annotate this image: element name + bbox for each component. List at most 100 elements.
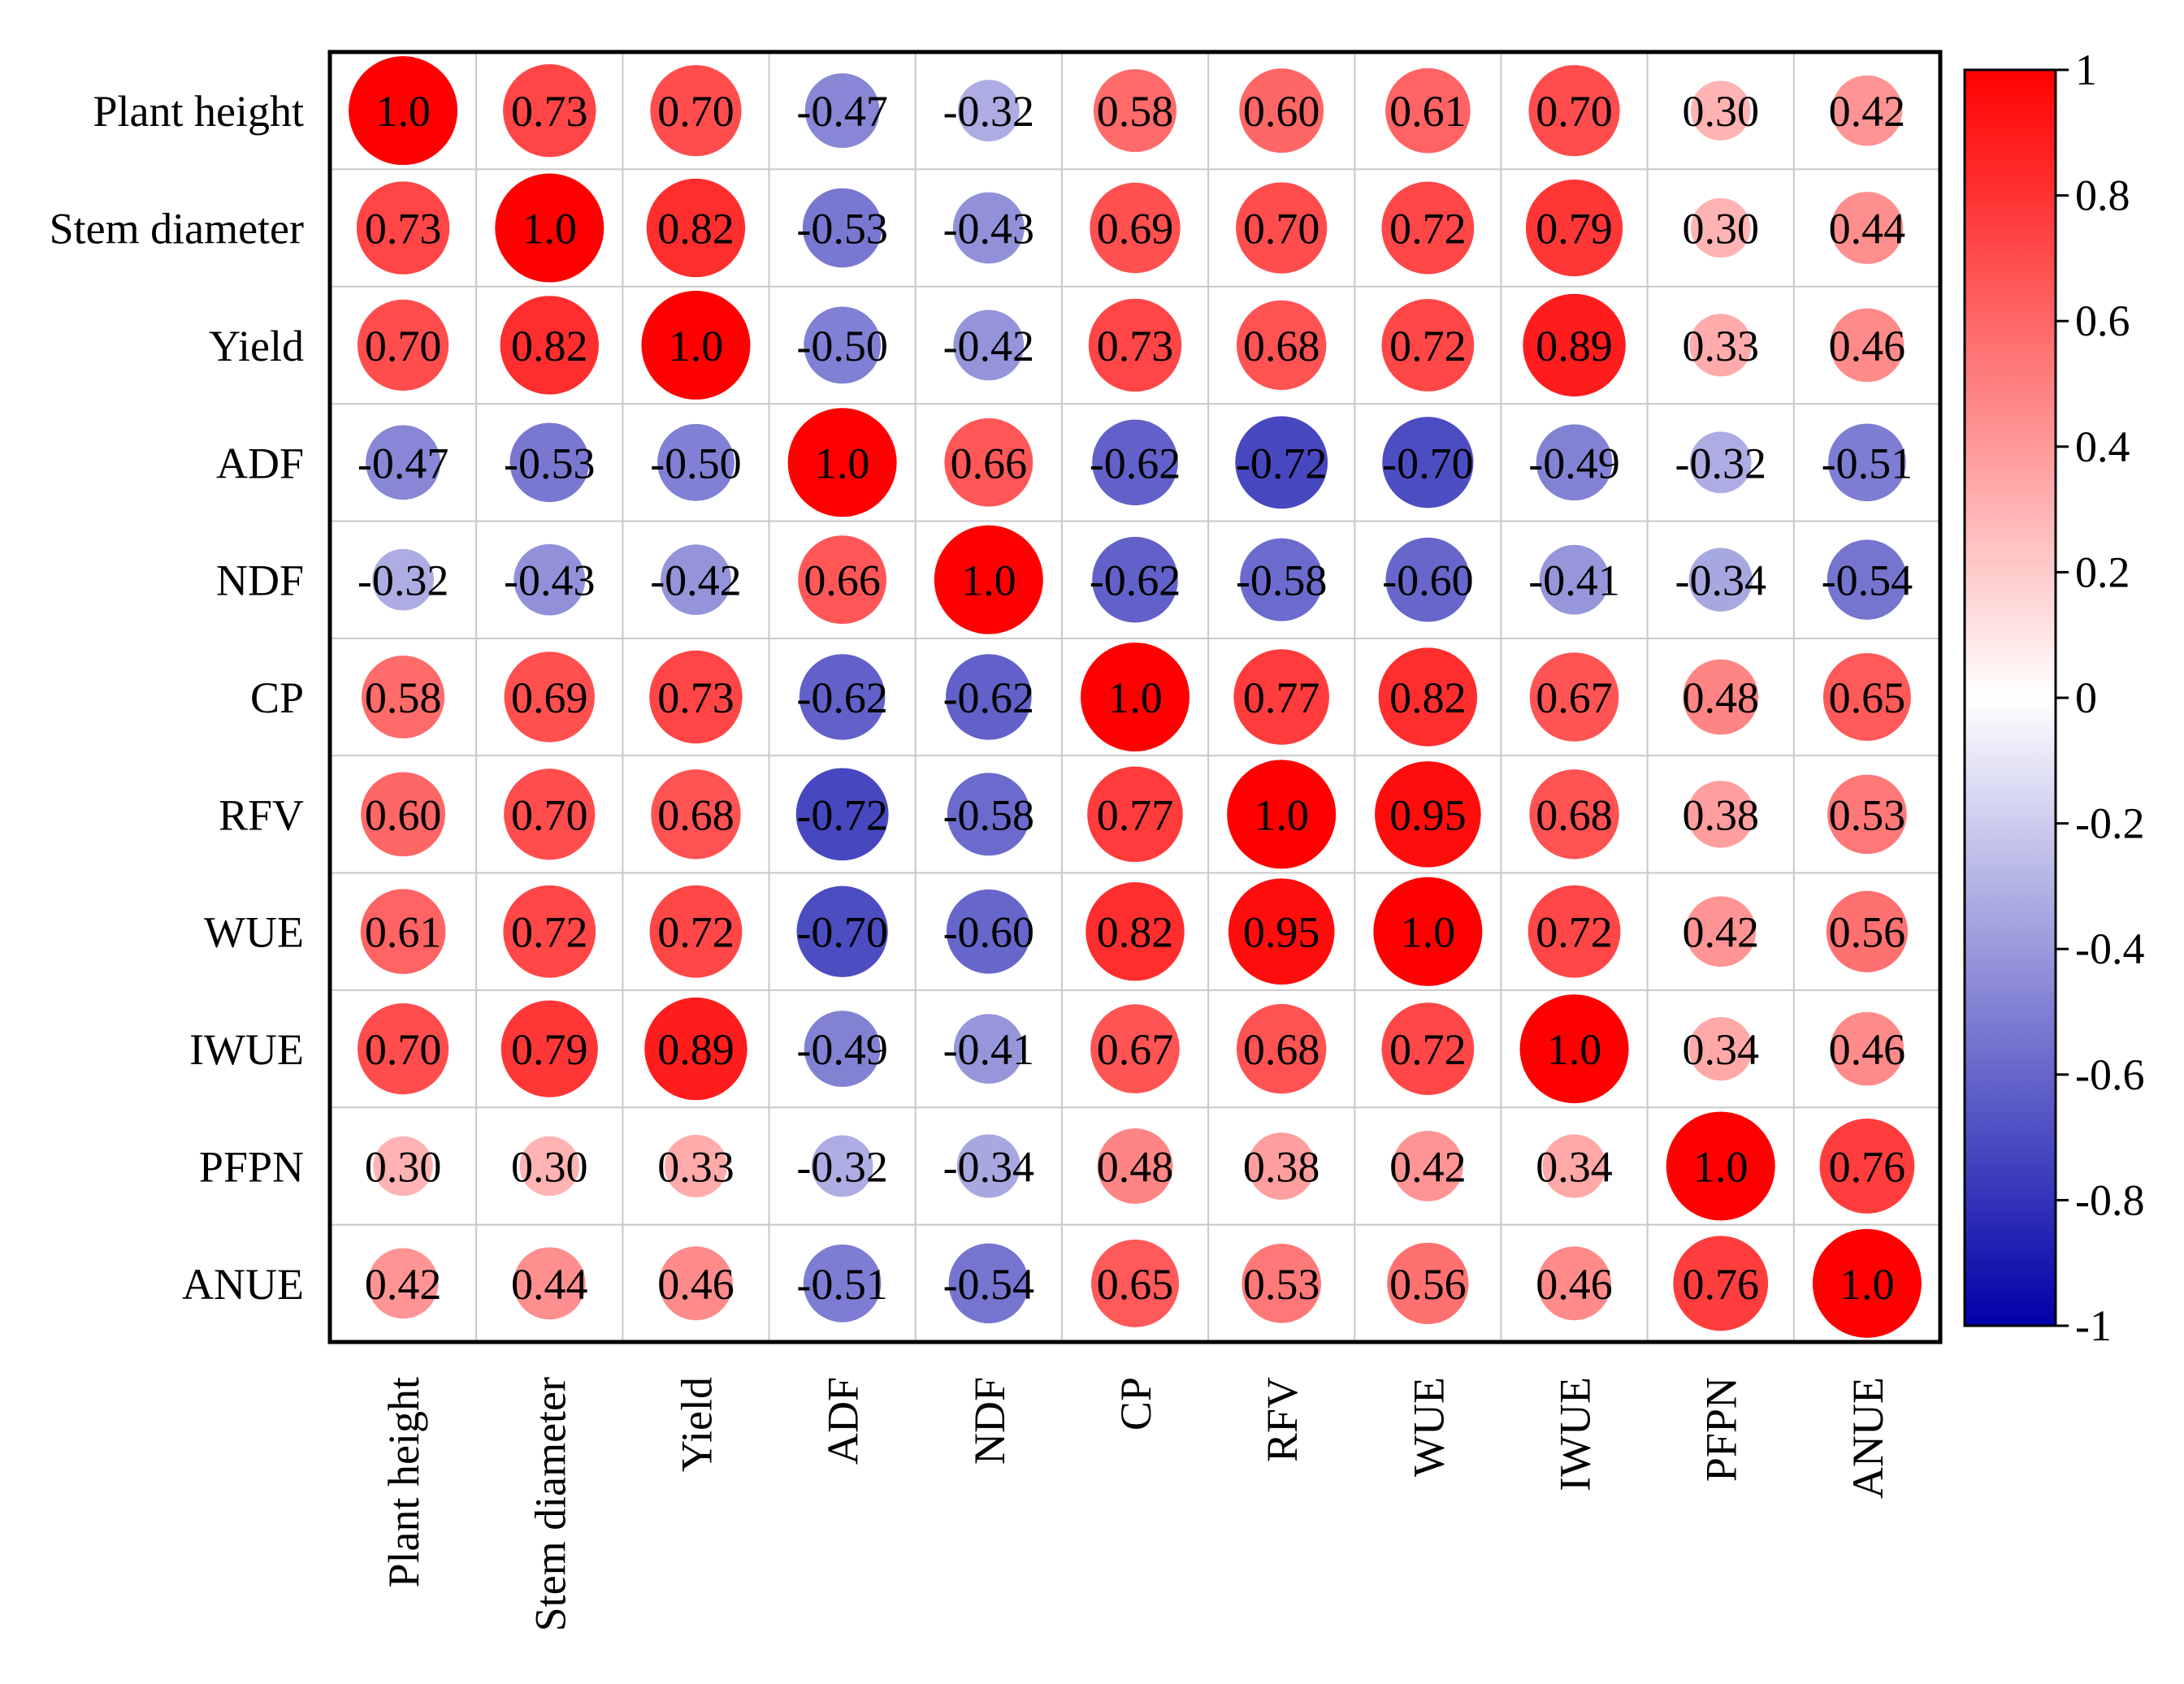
correlation-circle	[1094, 69, 1176, 153]
correlation-circle	[1683, 659, 1759, 735]
correlation-circle	[1092, 419, 1178, 506]
column-label: Plant height	[379, 1377, 428, 1587]
colorbar-tick-label: -0.2	[2075, 799, 2144, 848]
column-label: CP	[1112, 1377, 1160, 1431]
correlation-circle	[649, 650, 743, 744]
correlation-value-label: -0.62	[796, 673, 887, 722]
correlation-value-label: 0.79	[1536, 205, 1613, 253]
correlation-circle	[1373, 877, 1483, 986]
colorbar-tick-label: -1	[2075, 1301, 2112, 1350]
column-label: ANUE	[1844, 1377, 1892, 1499]
correlation-circle	[504, 652, 595, 742]
colorbar-gradient	[1963, 68, 2057, 1327]
column-label: Yield	[672, 1377, 721, 1472]
correlation-circle	[1523, 293, 1626, 397]
correlation-value-label: 0.34	[1536, 1142, 1613, 1191]
column-label: IWUE	[1551, 1377, 1600, 1491]
correlation-value-label: 0.70	[511, 790, 588, 839]
correlation-circle	[366, 425, 440, 500]
row-labels: Plant height Stem diameter Yield ADF NDF CP RF…	[50, 87, 304, 1309]
correlation-circle	[956, 1134, 1020, 1198]
correlation-circle	[798, 535, 887, 625]
correlation-value-label: 0.70	[1243, 205, 1320, 253]
correlation-value-label: -0.32	[1675, 439, 1766, 487]
correlation-circle	[1236, 300, 1327, 391]
correlation-value-label: 0.33	[1682, 322, 1759, 370]
correlation-value-label: -0.34	[1675, 556, 1766, 605]
correlation-value-label: 0.48	[1097, 1142, 1174, 1191]
correlation-value-label: -0.47	[796, 87, 887, 136]
correlation-value-label: 0.68	[657, 790, 734, 839]
correlation-circle	[787, 408, 897, 517]
correlation-circle	[1830, 308, 1904, 383]
correlation-circle	[503, 63, 596, 158]
correlation-value-label: -0.51	[1822, 439, 1913, 487]
correlation-circle	[641, 290, 751, 400]
correlation-circle	[513, 1247, 586, 1320]
correlation-circle	[509, 422, 590, 503]
correlation-circle	[367, 1248, 439, 1319]
colorbar-tick-label: 0.2	[2075, 548, 2130, 596]
correlation-circle	[1381, 181, 1475, 275]
correlation-value-label: 0.89	[657, 1025, 734, 1074]
correlation-value-label: 1.0	[1401, 908, 1456, 957]
correlation-circle	[362, 656, 445, 738]
correlation-value-label: 0.89	[1536, 322, 1613, 370]
correlation-value-label: 0.77	[1243, 673, 1320, 722]
column-label: PFPN	[1697, 1377, 1746, 1482]
correlation-value-label: -0.49	[796, 1025, 887, 1074]
correlation-value-label: 1.0	[1107, 673, 1163, 722]
correlation-circle	[804, 306, 882, 384]
correlation-value-label: 0.58	[1097, 87, 1174, 136]
correlation-circle	[952, 192, 1025, 264]
correlation-value-label: 0.68	[1243, 1025, 1320, 1074]
correlation-value-label: 0.72	[657, 908, 734, 957]
correlation-circle	[1689, 431, 1752, 494]
correlation-value-label: 0.70	[365, 1025, 442, 1074]
row-label: Plant height	[93, 87, 304, 136]
correlation-circle	[1228, 878, 1335, 985]
correlation-circle	[946, 654, 1032, 740]
correlation-circle	[1528, 65, 1620, 157]
column-label: NDF	[965, 1377, 1014, 1465]
correlation-value-label: -0.50	[650, 439, 741, 487]
colorbar-tick-label: -0.4	[2075, 924, 2144, 973]
correlation-value-label: 0.46	[1536, 1260, 1613, 1309]
correlation-value-label: 0.76	[1682, 1260, 1759, 1309]
correlation-circle	[650, 65, 742, 157]
correlation-value-label: 0.73	[1097, 322, 1174, 370]
correlation-circle	[372, 548, 434, 611]
correlation-circle	[804, 73, 880, 149]
row-label: PFPN	[199, 1142, 304, 1191]
correlation-value-label: -0.42	[943, 322, 1034, 370]
correlation-circle	[664, 1134, 727, 1197]
correlation-circle	[361, 772, 445, 857]
correlation-value-label: -0.70	[1382, 439, 1473, 487]
correlation-value-label: -0.62	[1090, 556, 1181, 605]
correlation-circle	[1382, 417, 1474, 509]
correlation-value-label: -0.47	[358, 439, 448, 487]
correlation-value-label: -0.60	[1382, 556, 1473, 605]
correlation-value-label: 0.82	[511, 322, 588, 370]
column-labels: Plant height Stem diameter Yield ADF NDF CP RF…	[379, 1377, 1892, 1631]
correlation-circle	[1387, 1242, 1469, 1324]
correlation-circle	[948, 1243, 1029, 1324]
colorbar-ticks: 1 0.8 0.6 0.4 0.2 0 -0.2 -0.4 -0.6 -0.8 -1	[2056, 45, 2144, 1350]
correlation-circle	[373, 1136, 433, 1197]
correlation-value-label: 1.0	[961, 556, 1016, 605]
correlation-value-label: 0.38	[1243, 1142, 1320, 1191]
correlation-circle	[357, 299, 449, 392]
correlation-circle	[1689, 314, 1753, 377]
correlation-circle	[1666, 1111, 1775, 1221]
row-label: ADF	[216, 439, 304, 487]
correlation-circle	[495, 173, 604, 283]
correlation-value-label: -0.34	[943, 1142, 1034, 1191]
correlation-circle	[1688, 548, 1753, 612]
correlation-value-label: 0.82	[657, 205, 734, 253]
correlation-value-label: 0.33	[657, 1142, 734, 1191]
correlation-value-label: -0.58	[943, 790, 1034, 839]
correlation-circle	[1830, 1011, 1904, 1086]
correlation-circle	[1529, 769, 1619, 859]
correlation-value-label: 0.72	[1536, 908, 1613, 957]
colorbar-tick-label: 1	[2075, 45, 2097, 94]
